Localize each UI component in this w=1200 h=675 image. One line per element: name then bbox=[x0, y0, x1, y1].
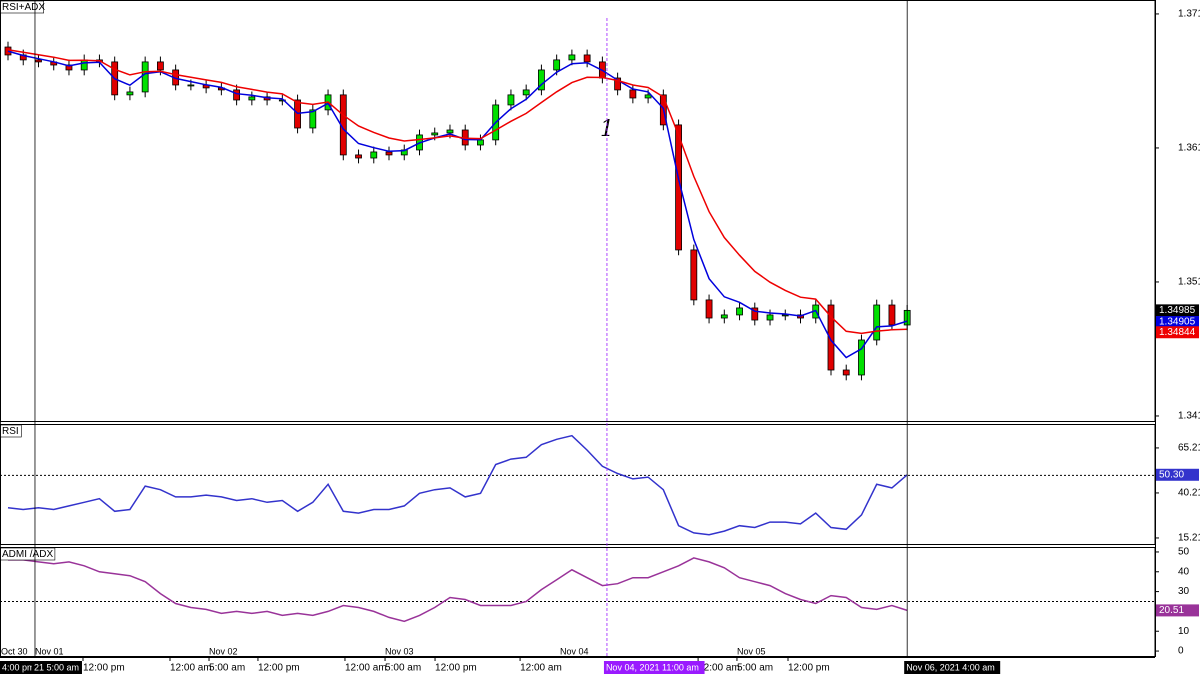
x-tick-label: 12:00 am bbox=[698, 663, 740, 674]
value-tag-label: 1.34985 bbox=[1159, 305, 1196, 316]
y-tick-label: 40.21 bbox=[1178, 488, 1200, 499]
candle-body bbox=[446, 129, 454, 134]
y-tick-label: 40 bbox=[1178, 566, 1190, 577]
candle-body bbox=[705, 299, 713, 319]
x-tick-label: 12:00 pm bbox=[83, 663, 125, 674]
x-date-label: Nov 05 bbox=[737, 646, 766, 656]
candle-body bbox=[477, 139, 484, 146]
x-tick-label: 5:00 am bbox=[385, 663, 421, 674]
value-tag-label: 20.51 bbox=[1159, 605, 1184, 616]
panel-title: RSI bbox=[2, 426, 19, 437]
marker-box bbox=[603, 661, 705, 674]
candle-body bbox=[675, 124, 682, 251]
x-tick-label: 12:00 pm bbox=[258, 663, 300, 674]
y-tick-label: 1.36197 bbox=[1178, 143, 1200, 154]
candle-body bbox=[766, 314, 774, 321]
value-tag-label: 1.34905 bbox=[1159, 317, 1196, 328]
marker-label: 21 5:00 am bbox=[34, 662, 79, 672]
candle-body bbox=[126, 91, 134, 96]
candle-body bbox=[35, 59, 42, 63]
candle-body bbox=[614, 77, 622, 91]
y-tick-label: 1.37197 bbox=[1178, 9, 1200, 20]
candle-body bbox=[842, 369, 850, 376]
candle-body bbox=[644, 94, 652, 99]
x-date-label: Nov 03 bbox=[385, 646, 414, 656]
indicator-line bbox=[7, 48, 908, 335]
candle-body bbox=[568, 54, 576, 61]
candle-body bbox=[157, 61, 164, 71]
y-tick-label: 65.21 bbox=[1178, 443, 1200, 454]
marker-label: Nov 04, 2021 11:00 am bbox=[606, 662, 699, 672]
value-tag bbox=[1156, 304, 1199, 317]
candle-body bbox=[431, 132, 439, 136]
candle-body bbox=[553, 59, 561, 71]
x-tick-label: 5:00 am bbox=[209, 663, 245, 674]
candle-body bbox=[888, 304, 896, 326]
value-tag-label: 1.34844 bbox=[1159, 327, 1196, 338]
x-date-label: Nov 04 bbox=[560, 646, 589, 656]
candle-body bbox=[873, 304, 881, 341]
candle-body bbox=[370, 151, 378, 159]
candle-body bbox=[858, 339, 865, 376]
candle-body bbox=[278, 99, 286, 102]
x-date-label: Oct 30 bbox=[1, 646, 28, 656]
x-tick-label: 12:00 am bbox=[520, 663, 562, 674]
candle-body bbox=[4, 46, 12, 56]
y-tick-label: 1.35197 bbox=[1178, 277, 1200, 288]
marker-box bbox=[904, 661, 1001, 674]
indicator-line bbox=[8, 557, 908, 623]
candle-body bbox=[720, 314, 728, 319]
value-tag-label: 50.30 bbox=[1159, 469, 1184, 480]
value-tag bbox=[1156, 604, 1199, 617]
x-tick-label: 12:00 am bbox=[345, 663, 387, 674]
candle-body bbox=[309, 109, 317, 129]
candle-body bbox=[385, 151, 393, 156]
value-tag bbox=[1156, 326, 1199, 339]
candle-body bbox=[187, 84, 195, 87]
candle-body bbox=[248, 96, 256, 101]
candle-body bbox=[583, 54, 591, 63]
marker-label: 4:00 pm bbox=[2, 662, 35, 672]
x-date-label: Nov 02 bbox=[209, 646, 238, 656]
candle-body bbox=[781, 314, 789, 317]
x-date-label: Nov 01 bbox=[35, 646, 64, 656]
x-tick-label: 5:00 am bbox=[737, 663, 773, 674]
candle-body bbox=[690, 249, 698, 301]
value-tag bbox=[1156, 468, 1199, 481]
y-tick-label: 0 bbox=[1178, 646, 1184, 657]
candle-body bbox=[355, 154, 362, 159]
candle-body bbox=[80, 59, 88, 71]
candle-body bbox=[233, 89, 241, 101]
candle-body bbox=[507, 94, 515, 106]
panel-title: ADMI /ADX bbox=[2, 549, 53, 560]
candle-body bbox=[827, 304, 835, 371]
x-tick-label: 12:00 am bbox=[170, 663, 212, 674]
candle-body bbox=[65, 64, 73, 71]
indicator-line bbox=[7, 434, 908, 536]
candle-body bbox=[141, 61, 149, 93]
marker-box bbox=[0, 661, 37, 674]
y-tick-label: 15.21 bbox=[1178, 533, 1200, 544]
x-tick-label: 12:00 pm bbox=[788, 663, 830, 674]
y-tick-label: 50 bbox=[1178, 547, 1190, 558]
y-tick-label: 1.34197 bbox=[1178, 411, 1200, 422]
y-tick-label: 10 bbox=[1178, 626, 1190, 637]
candle-body bbox=[736, 307, 743, 316]
panel-title: RSI+ADX bbox=[2, 2, 45, 13]
value-tag bbox=[1156, 316, 1199, 329]
marker-label: Nov 06, 2021 4:00 am bbox=[906, 662, 995, 672]
candle-body bbox=[538, 69, 545, 91]
x-tick-label: 12:00 pm bbox=[435, 663, 477, 674]
marker-box bbox=[31, 661, 82, 674]
candle-body bbox=[751, 307, 759, 321]
candle-body bbox=[522, 89, 530, 96]
candle-body bbox=[629, 89, 637, 99]
y-tick-label: 30 bbox=[1178, 586, 1190, 597]
